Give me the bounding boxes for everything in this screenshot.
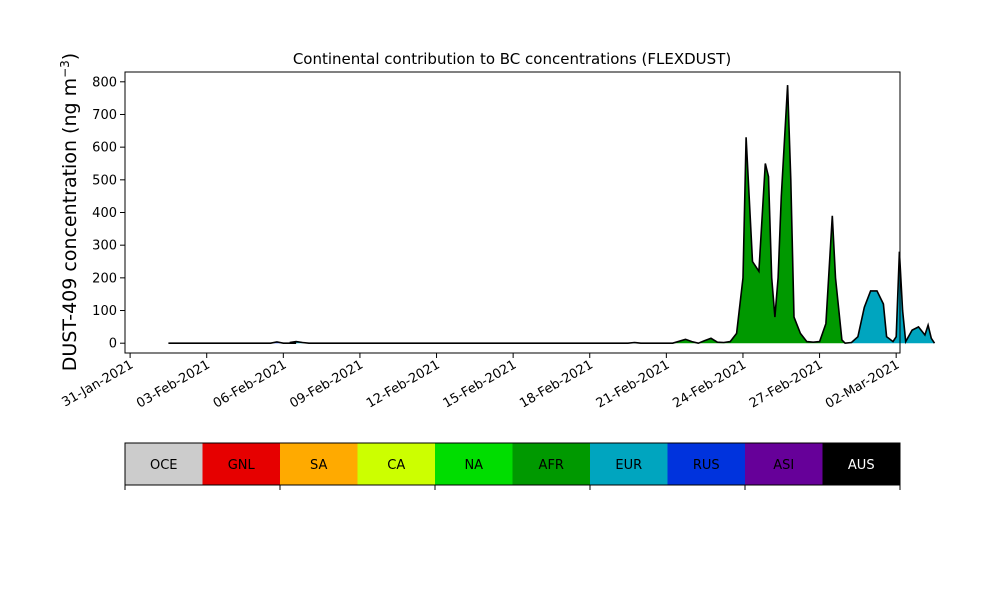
y-tick-label: 700 (92, 108, 117, 123)
y-axis-title-close: ) (59, 53, 81, 60)
legend-swatch-na (435, 443, 513, 485)
legend-label-aus: AUS (848, 458, 875, 473)
y-axis-title: DUST-409 concentration (ng m−3) (58, 53, 81, 371)
legend-label-sa: SA (310, 458, 327, 473)
x-tick-label: 15-Feb-2021 (441, 357, 520, 411)
x-tick-label: 09-Feb-2021 (287, 357, 366, 411)
x-tick-label: 21-Feb-2021 (594, 357, 673, 411)
y-tick-label: 300 (92, 239, 117, 254)
y-tick-label: 200 (92, 271, 117, 286)
y-axis-title-main: DUST-409 concentration (ng m (59, 78, 81, 371)
area-segment-eur-3 (845, 251, 935, 344)
legend-label-rus: RUS (693, 458, 720, 473)
legend-frame (124, 442, 901, 486)
x-tick-label: 12-Feb-2021 (364, 357, 443, 411)
y-tick-label: 800 (92, 75, 117, 90)
y-tick-label: 500 (92, 173, 117, 188)
x-tick-label: 18-Feb-2021 (517, 357, 596, 411)
legend-swatch-ca (357, 443, 436, 485)
legend-swatch-sa (280, 443, 358, 485)
y-axis: 0 100 200 300 400 500 600 700 800 (92, 75, 125, 352)
y-tick-label: 100 (92, 304, 117, 319)
x-tick-label: 27-Feb-2021 (747, 357, 826, 411)
legend-swatch-oce (125, 443, 203, 485)
y-tick-label: 400 (92, 206, 117, 221)
legend-label-gnl: GNL (228, 458, 256, 473)
x-tick-label: 06-Feb-2021 (211, 357, 290, 411)
y-tick-label: 0 (109, 337, 117, 352)
legend-label-na: NA (464, 458, 483, 473)
legend-label-afr: AFR (539, 458, 564, 473)
legend-label-eur: EUR (615, 458, 642, 473)
x-tick-label: 02-Mar-2021 (823, 357, 902, 411)
y-tick-label: 600 (92, 141, 117, 156)
y-axis-title-exponent: −3 (58, 60, 72, 78)
chart-title: Continental contribution to BC concentra… (293, 50, 731, 68)
x-axis: 31-Jan-202103-Feb-202106-Feb-202109-Feb-… (60, 353, 902, 412)
legend-label-ca: CA (387, 458, 405, 473)
total-concentration-line (168, 85, 936, 345)
legend-swatch-asi (745, 443, 823, 485)
legend-swatch-rus (667, 443, 746, 485)
x-tick-label: 24-Feb-2021 (670, 357, 749, 411)
area-series-layer (168, 85, 935, 344)
legend-swatch-gnl (202, 443, 281, 485)
legend-swatch-aus (822, 443, 901, 485)
legend-swatch-afr (512, 443, 591, 485)
region-legend-colorbar: OCE GNL SA CA NA AFR EUR RUS ASI AUS (124, 442, 901, 490)
legend-label-asi: ASI (773, 458, 794, 473)
area-segment-afr-2 (672, 85, 846, 344)
legend-label-oce: OCE (150, 458, 178, 473)
legend-swatch-eur (590, 443, 668, 485)
x-tick-label: 03-Feb-2021 (134, 357, 213, 411)
